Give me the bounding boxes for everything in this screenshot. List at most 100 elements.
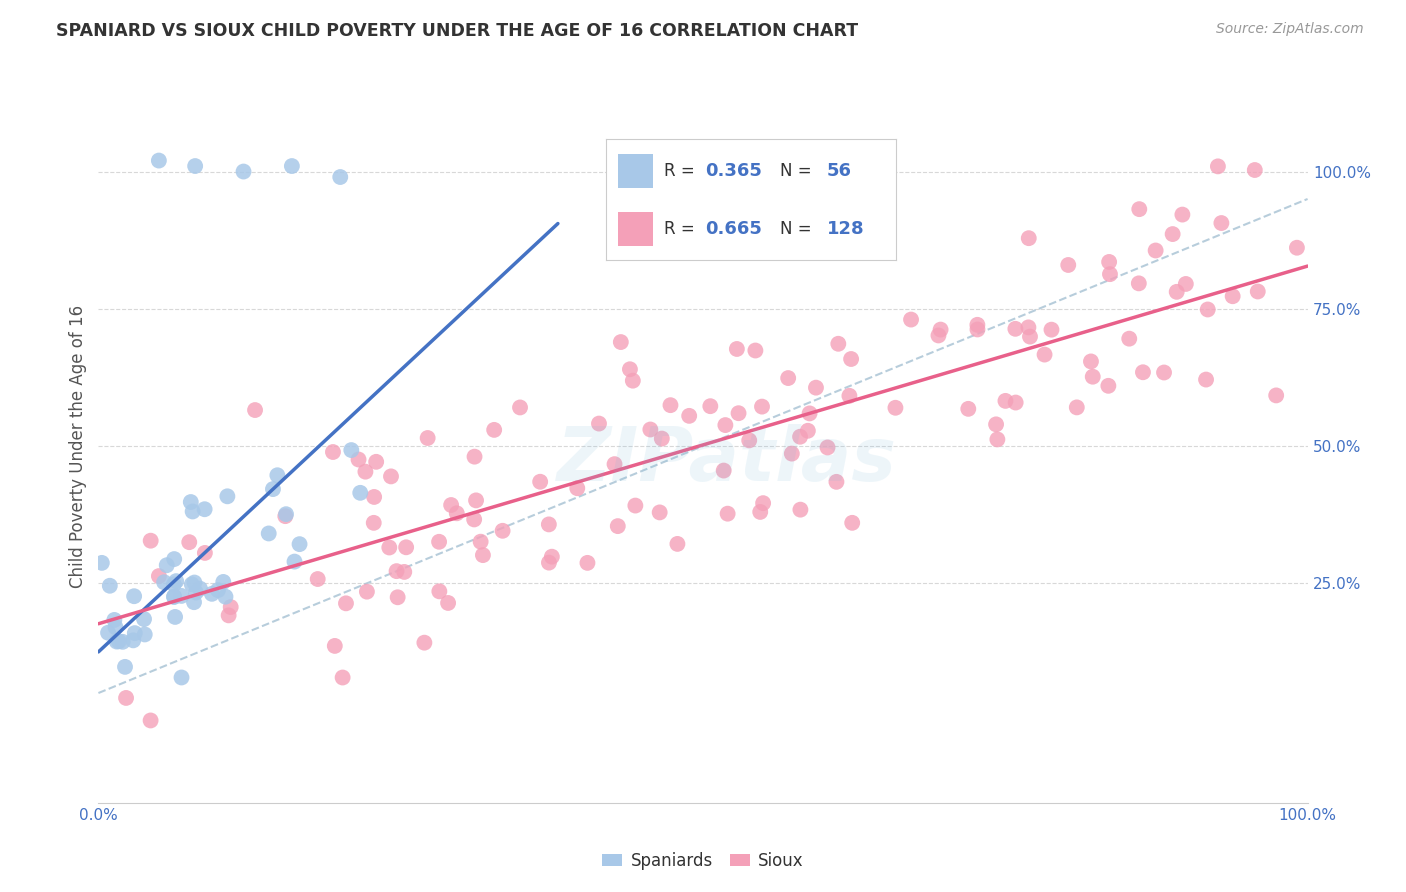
Point (366, 455, 388, 469)
Point (413, 635, 436, 649)
Point (307, 572, 329, 586)
Point (1197, 302, 1219, 317)
Point (395, 541, 418, 555)
Point (1247, 285, 1270, 299)
Point (207, 583, 229, 598)
Point (1166, 285, 1188, 299)
Point (1080, 354, 1102, 368)
Point (713, 464, 735, 478)
Point (163, 590, 186, 604)
Point (179, 535, 201, 549)
Point (1098, 267, 1121, 281)
Point (541, 549, 564, 564)
Point (134, 627, 156, 641)
Point (148, 153, 170, 168)
Point (1174, 277, 1197, 291)
Point (1161, 227, 1184, 241)
Point (1171, 208, 1194, 222)
Point (1019, 329, 1042, 343)
Point (537, 556, 560, 570)
Point (114, 660, 136, 674)
Point (1195, 373, 1218, 387)
Point (163, 552, 186, 566)
Point (427, 584, 450, 599)
Point (567, 481, 589, 495)
Point (576, 556, 599, 570)
Point (122, 589, 145, 603)
Point (243, 403, 266, 417)
Point (281, 159, 304, 173)
Point (165, 610, 187, 624)
Point (804, 381, 827, 395)
Point (124, 626, 146, 640)
Point (97, 625, 120, 640)
Point (219, 600, 242, 615)
Point (148, 569, 170, 583)
Point (165, 574, 187, 588)
Point (603, 457, 626, 471)
Point (491, 524, 513, 538)
Point (180, 495, 202, 509)
Point (322, 445, 344, 459)
Point (356, 584, 378, 599)
Text: 128: 128 (827, 220, 865, 238)
Point (749, 505, 772, 519)
Point (340, 443, 363, 458)
Point (232, 164, 254, 178)
Point (799, 406, 821, 420)
Point (416, 431, 439, 445)
Point (347, 452, 370, 467)
Point (817, 441, 839, 455)
Point (90, 556, 112, 570)
Point (184, 159, 207, 173)
Point (156, 558, 179, 573)
Point (153, 575, 176, 590)
Point (380, 469, 402, 483)
Point (717, 507, 740, 521)
Point (994, 393, 1017, 408)
Point (666, 537, 689, 551)
Point (1153, 366, 1175, 380)
Text: 0.665: 0.665 (704, 220, 762, 238)
Point (610, 334, 633, 349)
Point (274, 507, 297, 521)
Text: 56: 56 (827, 161, 852, 179)
Point (194, 546, 217, 560)
Point (752, 496, 775, 510)
Point (184, 585, 207, 599)
FancyBboxPatch shape (617, 153, 652, 187)
Point (180, 577, 202, 591)
Point (1128, 277, 1150, 291)
Point (841, 516, 863, 530)
Text: ZIPatlas: ZIPatlas (557, 424, 897, 497)
Point (1057, 258, 1080, 272)
Point (957, 401, 980, 416)
Point (139, 533, 162, 548)
Point (1097, 379, 1119, 393)
Point (927, 328, 949, 343)
Point (104, 620, 127, 634)
Point (266, 468, 288, 483)
Point (170, 589, 193, 603)
Point (201, 587, 224, 601)
Point (139, 714, 162, 728)
Point (1285, 241, 1308, 255)
Point (839, 351, 862, 366)
Point (283, 555, 305, 569)
Point (651, 432, 673, 446)
Point (1040, 323, 1063, 337)
Point (1128, 202, 1150, 216)
Point (349, 485, 371, 500)
Point (699, 399, 721, 413)
Point (470, 534, 492, 549)
Point (274, 509, 297, 524)
Point (537, 517, 560, 532)
Point (212, 574, 235, 589)
Point (183, 595, 205, 609)
Point (363, 490, 385, 504)
Point (329, 169, 352, 184)
FancyBboxPatch shape (617, 212, 652, 246)
Legend: Spaniards, Sioux: Spaniards, Sioux (596, 846, 810, 877)
Point (1132, 365, 1154, 379)
Point (335, 596, 357, 610)
